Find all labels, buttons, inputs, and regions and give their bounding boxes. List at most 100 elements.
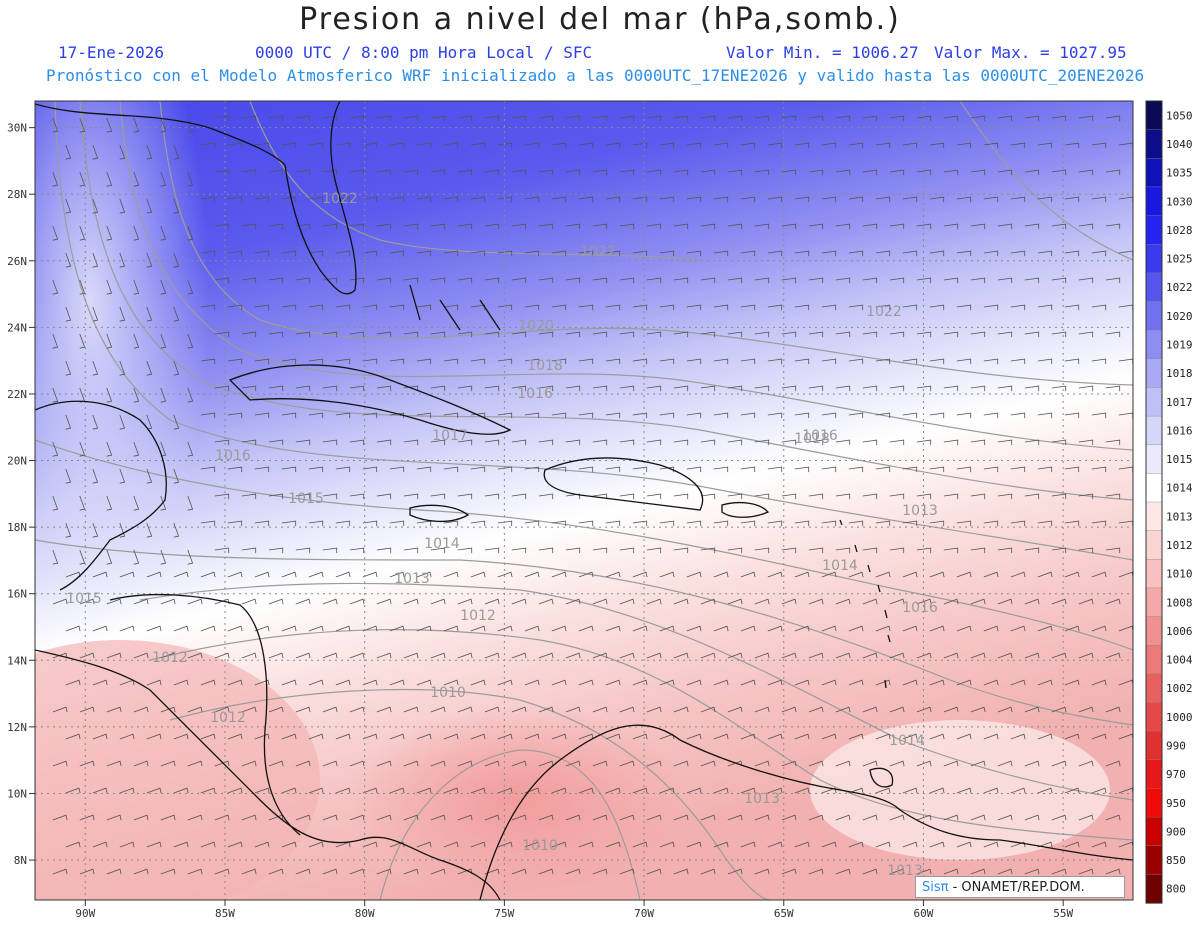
wind-barb	[835, 598, 851, 605]
wind-barb	[659, 841, 675, 848]
wind-barb	[808, 706, 824, 713]
wind-barb	[79, 441, 86, 457]
wind-barb	[943, 223, 959, 230]
wind-barb	[1037, 679, 1053, 686]
wind-barb	[511, 598, 527, 605]
wind-barb	[983, 196, 999, 203]
wind-barb	[781, 277, 797, 284]
wind-barb	[1064, 412, 1080, 419]
wind-barb	[470, 466, 486, 473]
wind-barb	[808, 652, 824, 659]
wind-barb	[106, 598, 122, 605]
wind-barb	[916, 493, 932, 500]
wind-barb	[727, 115, 743, 122]
wind-barb	[713, 520, 729, 527]
isobar	[119, 101, 1133, 451]
wind-barb	[335, 625, 351, 632]
wind-barb	[740, 625, 756, 632]
wind-barb	[322, 493, 338, 500]
wind-barb	[943, 331, 959, 338]
coastline	[479, 724, 901, 900]
wind-barb	[497, 625, 513, 632]
wind-barb	[65, 625, 81, 632]
wind-barb	[92, 414, 99, 430]
wind-barb	[592, 547, 608, 554]
wind-barb	[173, 360, 180, 376]
wind-barb	[65, 198, 72, 214]
wind-barb	[322, 439, 338, 446]
wind-barb	[160, 598, 176, 605]
wind-barb	[1078, 760, 1094, 767]
isobar-label: 1013	[902, 503, 938, 519]
colorbar-label: 1008	[1166, 596, 1193, 609]
wind-barb	[403, 706, 419, 713]
wind-barb	[740, 571, 756, 578]
wind-barb	[754, 706, 770, 713]
wind-barb	[497, 250, 513, 257]
wind-barb	[565, 706, 581, 713]
wind-barb	[902, 625, 918, 632]
wind-barb	[65, 679, 81, 686]
wind-barb	[673, 652, 689, 659]
wind-barb	[119, 360, 126, 376]
wind-barb	[578, 625, 594, 632]
wind-barb	[808, 814, 824, 821]
wind-barb	[673, 493, 689, 500]
colorbar-label: 1022	[1166, 281, 1193, 294]
wind-barb	[160, 652, 176, 659]
wind-barb	[430, 115, 446, 122]
wind-barb	[997, 277, 1013, 284]
wind-barb	[889, 706, 905, 713]
wind-barb	[254, 841, 270, 848]
wind-barb	[524, 412, 540, 419]
wind-barb	[92, 571, 108, 578]
wind-barb	[592, 277, 608, 284]
wind-barb	[902, 412, 918, 419]
isobar-label: 1018	[527, 358, 563, 374]
wind-barb	[835, 439, 851, 446]
wind-barb	[430, 547, 446, 554]
wind-barb	[794, 841, 810, 848]
wind-barb	[214, 760, 230, 767]
wind-barb	[916, 277, 932, 284]
wind-barb	[673, 439, 689, 446]
wind-barb	[686, 571, 702, 578]
wind-barb	[133, 652, 149, 659]
wind-barb	[295, 814, 311, 821]
wind-barb	[929, 625, 945, 632]
wind-barb	[578, 733, 594, 740]
wind-barb	[511, 760, 527, 767]
wind-barb	[430, 868, 446, 875]
wind-barb	[1037, 520, 1053, 527]
wind-barb	[52, 868, 68, 875]
wind-barb	[308, 679, 324, 686]
wind-barb	[1091, 571, 1107, 578]
wind-barb	[565, 493, 581, 500]
wind-barb	[700, 223, 716, 230]
wind-barb	[524, 250, 540, 257]
lat-tick-label: 20N	[7, 455, 27, 468]
wind-barb	[727, 169, 743, 176]
wind-barb	[943, 169, 959, 176]
wind-barb	[916, 547, 932, 554]
wind-barb	[1024, 814, 1040, 821]
wind-barb	[1091, 142, 1107, 149]
wind-barb	[470, 841, 486, 848]
wind-barb	[821, 412, 837, 419]
wind-barb	[1105, 277, 1121, 284]
wind-barb	[1051, 385, 1067, 392]
wind-barb	[254, 571, 270, 578]
wind-barb	[808, 493, 824, 500]
wind-barb	[457, 223, 473, 230]
wind-barb	[227, 358, 243, 365]
wind-barb	[362, 304, 378, 311]
wind-barb	[1037, 733, 1053, 740]
wind-barb	[470, 196, 486, 203]
wind-barb	[538, 115, 554, 122]
colorbar-label: 1004	[1166, 654, 1193, 667]
wind-barb	[511, 169, 527, 176]
wind-barb	[808, 331, 824, 338]
wind-barb	[997, 868, 1013, 875]
wind-barb	[511, 439, 527, 446]
wind-barb	[403, 277, 419, 284]
